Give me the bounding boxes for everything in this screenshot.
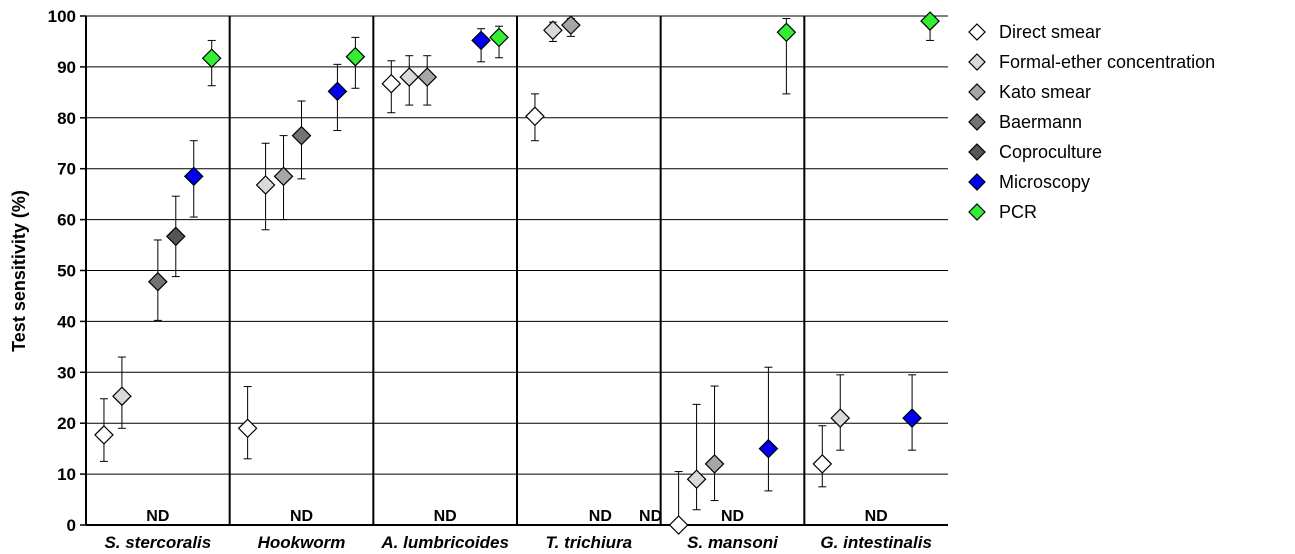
y-tick-label: 30	[57, 363, 76, 382]
data-point-marker	[381, 73, 402, 94]
data-point-marker	[812, 454, 833, 474]
data-point-marker	[112, 386, 132, 407]
nd-annotation: ND	[639, 508, 662, 525]
x-tick-label: T. trichiura	[546, 533, 633, 552]
y-tick-label: 60	[57, 211, 76, 230]
y-tick-label: 80	[57, 109, 76, 128]
data-point-marker	[165, 226, 186, 247]
data-point-marker	[273, 166, 294, 187]
data-point-marker	[255, 175, 276, 195]
legend-label: Baermann	[999, 112, 1082, 132]
y-tick-label: 50	[57, 262, 76, 281]
data-point-marker	[417, 67, 438, 87]
data-point-marker	[543, 20, 563, 41]
legend-marker	[968, 23, 986, 41]
x-tick-label: S. mansoni	[687, 533, 779, 552]
data-point-marker	[920, 11, 940, 31]
legend-label: Coproculture	[999, 142, 1102, 162]
x-tick-label: S. stercoralis	[104, 533, 211, 552]
legend-marker	[968, 83, 986, 101]
nd-annotation: ND	[434, 508, 457, 525]
nd-annotation: ND	[589, 508, 612, 525]
y-tick-label: 70	[57, 160, 76, 179]
legend-marker	[968, 113, 986, 131]
nd-annotation: ND	[721, 508, 744, 525]
legend-marker	[968, 53, 986, 71]
data-point-marker	[668, 515, 689, 535]
x-tick-label: Hookworm	[258, 533, 346, 552]
x-axis-category-labels: S. stercoralis Hookworm A. lumbricoides T. …	[104, 533, 931, 552]
data-point-marker	[704, 454, 725, 474]
data-point-marker	[525, 106, 545, 127]
legend-label: Formal-ether concentration	[999, 52, 1215, 72]
data-point-marker	[237, 418, 258, 439]
data-point-marker	[776, 22, 797, 43]
data-point-marker	[201, 48, 222, 69]
x-tick-label: A. lumbricoides	[380, 533, 509, 552]
data-point-marker	[147, 271, 168, 292]
data-point-marker	[686, 469, 707, 490]
data-markers	[94, 11, 940, 535]
data-point-marker	[291, 125, 312, 146]
data-point-marker	[399, 67, 420, 87]
y-tick-label: 20	[57, 414, 76, 433]
legend-marker	[968, 143, 986, 161]
legend-marker	[968, 203, 986, 221]
nd-annotation: ND	[865, 508, 888, 525]
legend-marker	[968, 173, 986, 191]
category-dividers	[228, 16, 806, 525]
data-point-marker	[183, 166, 204, 187]
legend-label: PCR	[999, 202, 1037, 222]
data-point-marker	[94, 425, 114, 445]
data-point-marker	[830, 408, 851, 428]
data-point-marker	[327, 81, 348, 102]
data-point-marker	[758, 438, 779, 459]
data-point-marker	[489, 27, 509, 48]
y-tick-label: 10	[57, 465, 76, 484]
data-point-marker	[902, 408, 922, 428]
legend-label: Microscopy	[999, 172, 1090, 192]
data-point-marker	[471, 30, 491, 51]
legend-label: Kato smear	[999, 82, 1091, 102]
data-point-marker	[561, 15, 581, 36]
y-tick-label: 90	[57, 58, 76, 77]
legend: Direct smear Formal-ether concentration Ka…	[968, 22, 1215, 222]
y-axis-title: Test sensitivity (%)	[9, 190, 29, 352]
y-tick-label: 40	[57, 312, 76, 331]
y-tick-label: 0	[67, 516, 76, 535]
legend-label: Direct smear	[999, 22, 1101, 42]
y-axis-ticks: 0 10 20 30 40 50 60 70 80 90 100	[48, 7, 86, 535]
data-point-marker	[345, 46, 366, 67]
y-tick-label: 100	[48, 7, 76, 26]
nd-annotation: ND	[146, 508, 169, 525]
x-tick-label: G. intestinalis	[820, 533, 931, 552]
nd-annotation: ND	[290, 508, 313, 525]
nd-annotations: ND ND ND ND ND ND ND	[146, 508, 887, 525]
